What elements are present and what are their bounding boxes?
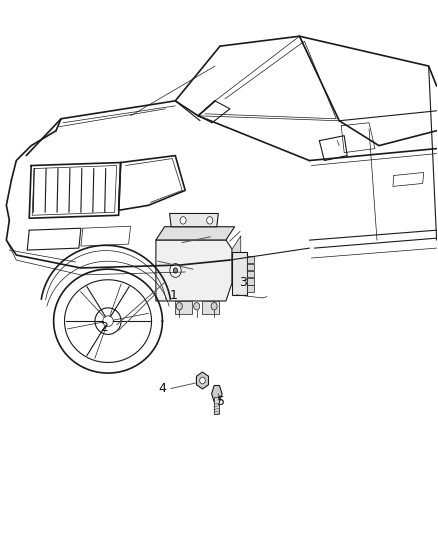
Bar — [247, 286, 254, 292]
Text: 1: 1 — [170, 289, 177, 302]
Text: 5: 5 — [217, 395, 225, 408]
Circle shape — [170, 264, 181, 277]
Polygon shape — [232, 236, 241, 282]
Bar — [247, 278, 254, 285]
Bar — [214, 397, 219, 414]
Polygon shape — [170, 214, 219, 227]
Circle shape — [173, 268, 178, 273]
Polygon shape — [196, 372, 208, 389]
Circle shape — [207, 216, 213, 224]
Circle shape — [180, 216, 186, 224]
Circle shape — [211, 303, 217, 310]
Circle shape — [200, 377, 205, 384]
Bar — [232, 252, 247, 295]
Polygon shape — [201, 301, 219, 314]
Circle shape — [176, 303, 182, 310]
Bar — [247, 263, 254, 270]
Text: 4: 4 — [159, 382, 166, 395]
Text: 2: 2 — [100, 321, 108, 334]
Bar — [247, 271, 254, 277]
Circle shape — [194, 303, 200, 310]
Text: 3: 3 — [239, 276, 247, 289]
Polygon shape — [175, 301, 192, 314]
Polygon shape — [212, 385, 222, 402]
Polygon shape — [156, 240, 232, 301]
Bar — [247, 256, 254, 263]
Polygon shape — [156, 227, 235, 240]
